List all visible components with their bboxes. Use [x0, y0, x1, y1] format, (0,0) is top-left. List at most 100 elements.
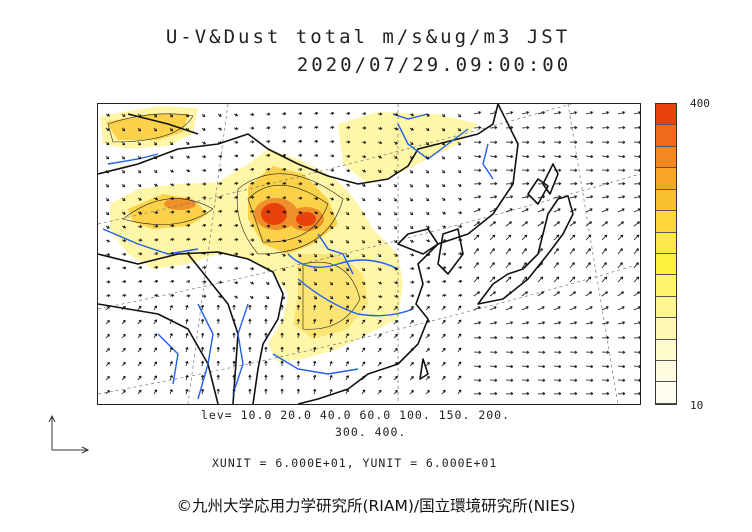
- wind-vector: [409, 141, 414, 145]
- wind-vector: [361, 319, 366, 325]
- wind-vector: [201, 141, 206, 145]
- wind-vector: [313, 374, 317, 381]
- wind-vector: [601, 140, 610, 144]
- wind-vector: [633, 168, 640, 172]
- wind-vector: [425, 347, 430, 353]
- wind-vector: [553, 221, 560, 227]
- wind-vector: [457, 224, 463, 228]
- wind-vector: [345, 140, 351, 144]
- wind-vector: [281, 167, 287, 172]
- wind-vector: [473, 378, 482, 382]
- wind-vector: [137, 361, 142, 367]
- wind-vector: [489, 154, 498, 159]
- wind-vector: [265, 195, 271, 200]
- wind-vector: [265, 139, 271, 144]
- wind-vector: [329, 318, 333, 325]
- wind-vector: [505, 248, 511, 255]
- wind-vector: [521, 291, 528, 297]
- wind-vector: [265, 238, 271, 242]
- wind-vector: [553, 321, 562, 325]
- wind-vector: [521, 154, 530, 159]
- wind-vector: [313, 304, 317, 311]
- wind-vector: [313, 239, 318, 244]
- wind-vector: [409, 169, 413, 174]
- wind-vector: [457, 238, 463, 242]
- wind-vector: [409, 266, 415, 271]
- wind-vector: [521, 321, 530, 325]
- wind-vector: [473, 154, 482, 159]
- wind-vector: [121, 293, 127, 298]
- colorbar-swatch: [656, 104, 676, 126]
- wind-vector: [633, 321, 640, 325]
- contour-levels-line2: 300. 400.: [335, 425, 407, 439]
- wind-vector: [185, 360, 189, 367]
- wind-vector: [617, 182, 626, 186]
- wind-vector: [249, 209, 255, 214]
- wind-vector: [105, 253, 111, 257]
- wind-vector: [569, 168, 578, 172]
- wind-vector: [169, 141, 174, 146]
- wind-vector: [297, 153, 303, 158]
- wind-vector: [329, 154, 335, 158]
- wind-vector: [425, 252, 431, 257]
- wind-vector: [216, 304, 220, 311]
- wind-vector: [345, 225, 350, 230]
- wind-vector: [185, 210, 191, 214]
- wind-vector: [185, 318, 189, 325]
- wind-vector: [313, 182, 319, 186]
- wind-vector: [281, 125, 287, 130]
- wind-vector: [505, 182, 514, 186]
- wind-vector: [441, 197, 446, 201]
- wind-vector: [425, 211, 430, 215]
- wind-vector: [393, 319, 398, 325]
- wind-vector: [441, 238, 447, 243]
- wind-vector: [457, 169, 462, 174]
- wind-vector: [265, 267, 270, 271]
- wind-vector: [169, 305, 173, 311]
- wind-vector: [457, 389, 462, 395]
- wind-vector: [505, 111, 514, 115]
- wind-vector: [200, 332, 205, 339]
- wind-vector: [233, 223, 239, 228]
- wind-vector: [217, 168, 223, 172]
- wind-vector: [217, 252, 223, 256]
- wind-vector: [185, 169, 191, 173]
- wind-vector: [249, 181, 255, 185]
- dust-plume-northeast: [338, 112, 478, 184]
- wind-vector: [537, 195, 546, 199]
- wind-vector: [233, 154, 239, 158]
- dust-plume-north-mid: [106, 114, 188, 140]
- wind-vector: [553, 248, 559, 255]
- wind-vector: [137, 197, 142, 201]
- wind-vector: [329, 239, 334, 244]
- wind-vector: [537, 208, 545, 213]
- wind-vector: [281, 281, 286, 286]
- dust-plume-layer: [100, 106, 478, 362]
- wind-vector: [281, 196, 287, 200]
- wind-vector: [553, 306, 561, 311]
- wind-vector: [296, 388, 300, 395]
- wind-vector: [457, 265, 463, 270]
- wind-vector: [489, 276, 496, 283]
- wind-vector: [617, 248, 623, 255]
- wind-vector: [297, 210, 303, 215]
- wind-vector: [409, 113, 415, 117]
- wind-vector: [281, 153, 287, 157]
- wind-vector: [377, 183, 382, 188]
- wind-vector: [489, 111, 498, 115]
- wind-vector: [153, 113, 157, 118]
- wind-vector: [121, 333, 126, 339]
- wind-vector: [617, 321, 626, 325]
- wind-vector: [105, 239, 110, 243]
- wind-vector: [137, 375, 142, 381]
- wind-vector: [585, 168, 594, 172]
- wind-vector: [169, 251, 175, 256]
- wind-vector: [457, 141, 461, 146]
- wind-vector: [200, 374, 205, 381]
- wind-vector: [569, 208, 577, 213]
- wind-vector: [409, 239, 414, 243]
- wind-vector: [441, 305, 446, 311]
- wind-vector: [505, 321, 514, 325]
- wind-vector: [233, 140, 239, 144]
- wind-vector: [217, 280, 223, 284]
